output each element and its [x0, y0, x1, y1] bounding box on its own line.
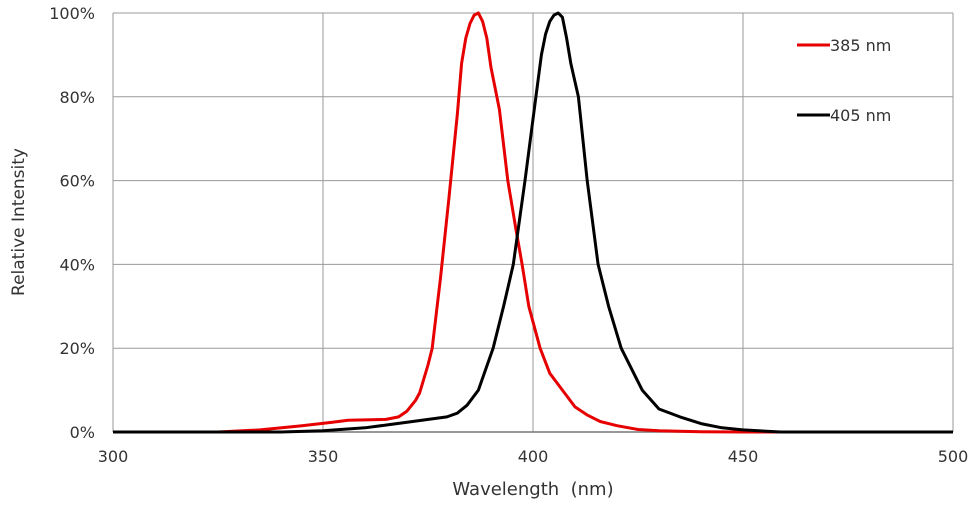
x-tick-label: 500	[938, 447, 969, 466]
x-tick-label: 350	[308, 447, 339, 466]
y-tick-label: 80%	[59, 88, 95, 107]
series-line-385-nm	[113, 11, 953, 434]
series-line-405-nm	[113, 11, 953, 434]
x-tick-label: 450	[728, 447, 759, 466]
y-tick-label: 60%	[59, 172, 95, 191]
x-tick-labels: 300 350 400 450 500	[98, 447, 969, 466]
legend: 385 nm 405 nm	[797, 36, 891, 125]
x-tick-label: 300	[98, 447, 129, 466]
series-lines	[113, 11, 953, 434]
y-tick-label: 20%	[59, 339, 95, 358]
x-axis-label: Wavelength (nm)	[452, 479, 613, 500]
y-tick-labels: 0% 20% 40% 60% 80% 100%	[49, 4, 95, 442]
y-tick-label: 0%	[70, 423, 95, 442]
x-tick-label: 400	[518, 447, 549, 466]
y-axis-label: Relative Intensity	[9, 148, 29, 296]
legend-label: 405 nm	[830, 106, 891, 125]
grid	[112, 12, 954, 433]
y-tick-label: 100%	[49, 4, 95, 23]
legend-label: 385 nm	[830, 36, 891, 55]
y-tick-label: 40%	[59, 255, 95, 274]
